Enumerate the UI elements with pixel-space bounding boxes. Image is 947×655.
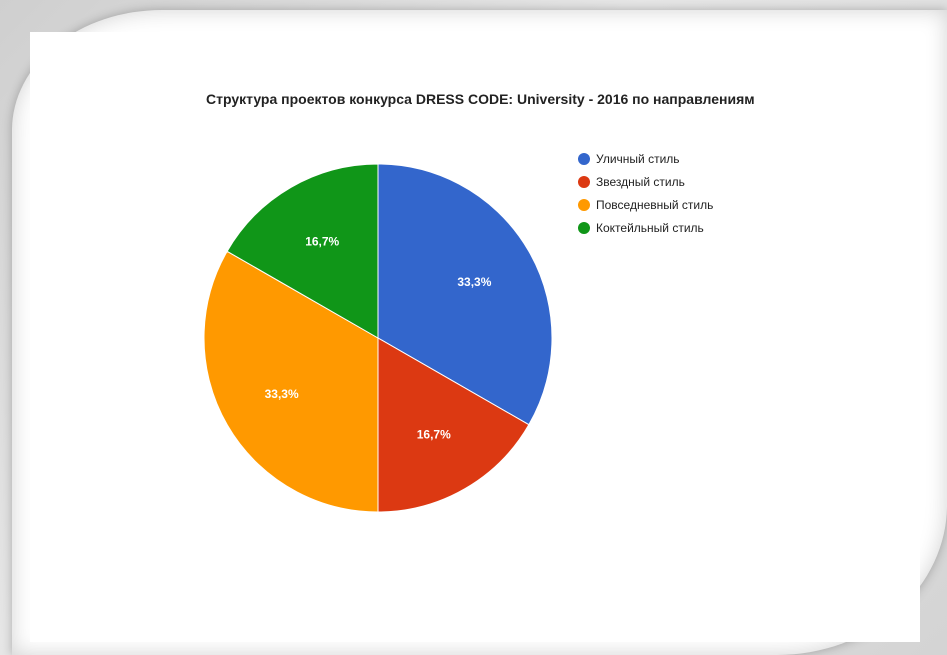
slice-percent-label: 16,7%	[305, 235, 339, 249]
legend-item-star[interactable]: Звездный стиль	[578, 170, 713, 193]
legend-label: Коктейльный стиль	[596, 220, 704, 235]
chart-legend: Уличный стиль Звездный стиль Повседневны…	[578, 147, 713, 239]
legend-item-street[interactable]: Уличный стиль	[578, 147, 713, 170]
slice-percent-label: 33,3%	[265, 387, 299, 401]
legend-marker	[578, 198, 590, 211]
pie-slice-cocktail[interactable]	[226, 163, 379, 339]
pie-slice-star[interactable]	[377, 337, 530, 513]
legend-marker	[578, 175, 590, 188]
chart-title: Структура проектов конкурса DRESS CODE: …	[206, 91, 755, 107]
legend-item-cocktail[interactable]: Коктейльный стиль	[578, 216, 713, 239]
legend-item-casual[interactable]: Повседневный стиль	[578, 193, 713, 216]
pie-slice-casual[interactable]	[203, 250, 379, 513]
slice-percent-label: 16,7%	[417, 427, 451, 441]
legend-marker	[578, 221, 590, 234]
pie-slice-street[interactable]	[377, 163, 553, 426]
legend-label: Звездный стиль	[596, 174, 685, 189]
legend-label: Уличный стиль	[596, 151, 680, 166]
legend-marker	[578, 152, 590, 165]
slice-percent-label: 33,3%	[457, 275, 491, 289]
legend-label: Повседневный стиль	[596, 197, 714, 212]
